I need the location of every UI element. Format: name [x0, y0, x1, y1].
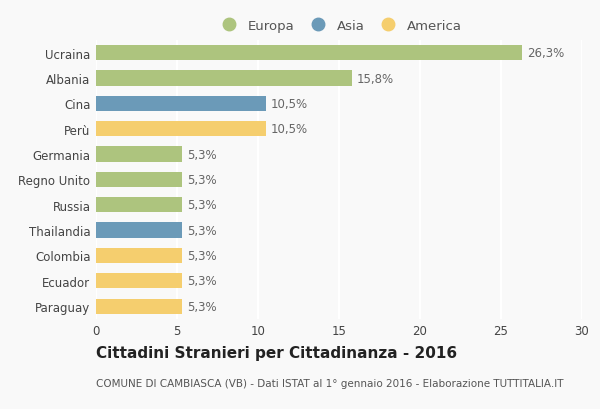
Bar [96, 71, 352, 86]
Bar [96, 299, 182, 314]
Bar [96, 248, 182, 263]
Text: 5,3%: 5,3% [187, 249, 217, 262]
Text: 10,5%: 10,5% [271, 123, 308, 136]
Text: 5,3%: 5,3% [187, 173, 217, 187]
Text: 10,5%: 10,5% [271, 98, 308, 110]
Bar [96, 172, 182, 188]
Bar [96, 122, 266, 137]
Legend: Europa, Asia, America: Europa, Asia, America [214, 17, 464, 35]
Bar [96, 147, 182, 162]
Bar [96, 223, 182, 238]
Text: Cittadini Stranieri per Cittadinanza - 2016: Cittadini Stranieri per Cittadinanza - 2… [96, 346, 457, 361]
Text: 26,3%: 26,3% [527, 47, 564, 60]
Bar [96, 274, 182, 289]
Text: 5,3%: 5,3% [187, 199, 217, 212]
Text: COMUNE DI CAMBIASCA (VB) - Dati ISTAT al 1° gennaio 2016 - Elaborazione TUTTITAL: COMUNE DI CAMBIASCA (VB) - Dati ISTAT al… [96, 378, 563, 388]
Bar [96, 97, 266, 112]
Text: 5,3%: 5,3% [187, 148, 217, 161]
Text: 5,3%: 5,3% [187, 300, 217, 313]
Bar [96, 46, 522, 61]
Text: 5,3%: 5,3% [187, 274, 217, 288]
Bar [96, 198, 182, 213]
Text: 5,3%: 5,3% [187, 224, 217, 237]
Text: 15,8%: 15,8% [357, 72, 394, 85]
